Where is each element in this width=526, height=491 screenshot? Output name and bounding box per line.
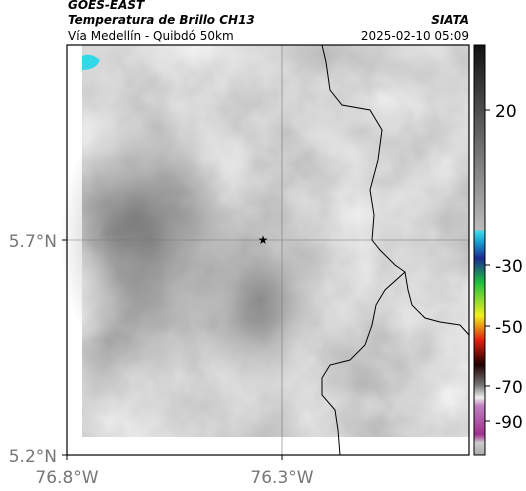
lat-label: 5.2°N	[9, 447, 57, 467]
colorbar-scale	[473, 44, 486, 456]
border	[321, 271, 406, 456]
location-marker: ★	[258, 233, 269, 247]
colorbar-label: -50	[495, 318, 523, 338]
lon-label: 76.3°W	[250, 468, 313, 488]
colorbar: 20 -30 -50 -70 -90	[473, 44, 523, 456]
colorbar-label: -70	[495, 378, 523, 398]
map-frame	[66, 44, 470, 456]
cloud-shade	[190, 210, 330, 390]
colorbar-label: -90	[495, 413, 523, 433]
colorbar-label: -30	[495, 257, 523, 277]
lon-label: 76.8°W	[35, 468, 98, 488]
title: GOES-EAST	[68, 0, 145, 12]
lat-label: 5.7°N	[9, 232, 57, 252]
border	[321, 44, 470, 336]
cold-cloud	[82, 54, 100, 70]
datetime: 2025-02-10 05:09	[361, 29, 469, 43]
map: ★	[60, 44, 470, 460]
source: SIATA	[431, 13, 469, 27]
route: Vía Medellín - Quibdó 50km	[68, 29, 234, 43]
colorbar-label: 20	[495, 102, 517, 122]
subtitle: Temperatura de Brillo CH13	[68, 13, 255, 27]
